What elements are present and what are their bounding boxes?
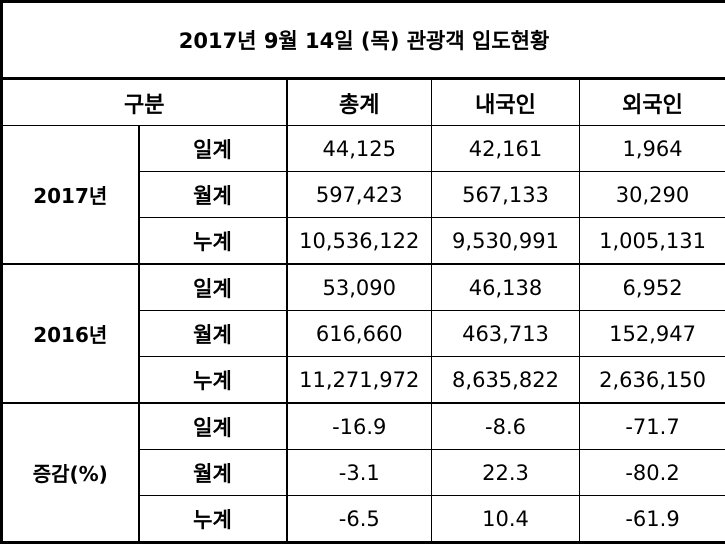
cell-total: 44,125	[287, 126, 432, 172]
cell-total: -6.5	[287, 496, 432, 543]
row-label: 일계	[139, 126, 287, 172]
cell-foreign: 1,005,131	[580, 218, 725, 265]
cell-domestic: 567,133	[432, 172, 580, 218]
cell-domestic: 8,635,822	[432, 357, 580, 404]
row-label: 월계	[139, 311, 287, 357]
cell-domestic: 22.3	[432, 450, 580, 496]
cell-total: 53,090	[287, 264, 432, 311]
cell-foreign: -80.2	[580, 450, 725, 496]
group-label: 증감(%)	[2, 403, 139, 543]
cell-foreign: 30,290	[580, 172, 725, 218]
cell-foreign: 6,952	[580, 264, 725, 311]
table-title: 2017년 9월 14일 (목) 관광객 입도현황	[2, 2, 725, 79]
row-label: 누계	[139, 496, 287, 543]
header-foreign: 외국인	[580, 79, 725, 126]
cell-foreign: -71.7	[580, 403, 725, 450]
cell-domestic: 46,138	[432, 264, 580, 311]
cell-domestic: 42,161	[432, 126, 580, 172]
cell-domestic: 9,530,991	[432, 218, 580, 265]
row-label: 월계	[139, 450, 287, 496]
header-domestic: 내국인	[432, 79, 580, 126]
cell-foreign: 152,947	[580, 311, 725, 357]
cell-domestic: -8.6	[432, 403, 580, 450]
row-label: 일계	[139, 264, 287, 311]
row-label: 누계	[139, 218, 287, 265]
row-label: 일계	[139, 403, 287, 450]
cell-total: 11,271,972	[287, 357, 432, 404]
cell-total: -3.1	[287, 450, 432, 496]
cell-foreign: -61.9	[580, 496, 725, 543]
cell-domestic: 463,713	[432, 311, 580, 357]
cell-total: 10,536,122	[287, 218, 432, 265]
cell-domestic: 10.4	[432, 496, 580, 543]
cell-foreign: 2,636,150	[580, 357, 725, 404]
row-label: 누계	[139, 357, 287, 404]
table-row: 증감(%)일계-16.9-8.6-71.7	[2, 403, 725, 450]
cell-total: 597,423	[287, 172, 432, 218]
group-label: 2016년	[2, 264, 139, 403]
header-total: 총계	[287, 79, 432, 126]
cell-total: -16.9	[287, 403, 432, 450]
header-category: 구분	[2, 79, 287, 126]
row-label: 월계	[139, 172, 287, 218]
group-label: 2017년	[2, 126, 139, 265]
cell-total: 616,660	[287, 311, 432, 357]
cell-foreign: 1,964	[580, 126, 725, 172]
